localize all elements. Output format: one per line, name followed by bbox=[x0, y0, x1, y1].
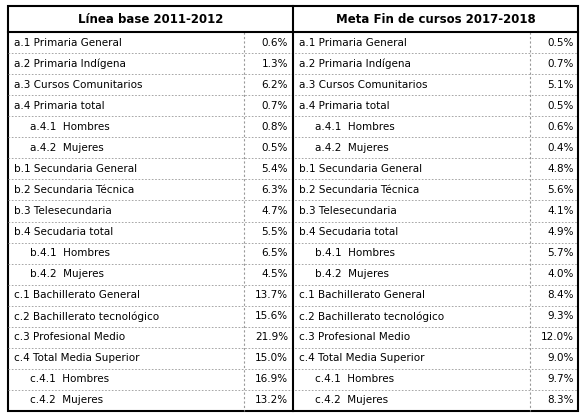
Text: 5.4%: 5.4% bbox=[261, 164, 288, 174]
Text: b.4.1  Hombres: b.4.1 Hombres bbox=[30, 248, 110, 258]
Text: 0.4%: 0.4% bbox=[548, 143, 574, 153]
Text: c.4 Total Media Superior: c.4 Total Media Superior bbox=[299, 353, 424, 363]
Text: a.2 Primaria Indígena: a.2 Primaria Indígena bbox=[14, 58, 126, 69]
Text: 15.6%: 15.6% bbox=[255, 311, 288, 321]
Text: 4.0%: 4.0% bbox=[548, 269, 574, 279]
Text: b.4.1  Hombres: b.4.1 Hombres bbox=[315, 248, 395, 258]
Text: 0.6%: 0.6% bbox=[261, 38, 288, 48]
Text: 0.5%: 0.5% bbox=[548, 38, 574, 48]
Text: a.4 Primaria total: a.4 Primaria total bbox=[14, 100, 105, 111]
Text: 4.8%: 4.8% bbox=[547, 164, 574, 174]
Text: c.4.2  Mujeres: c.4.2 Mujeres bbox=[315, 395, 388, 405]
Text: c.1 Bachillerato General: c.1 Bachillerato General bbox=[14, 290, 140, 300]
Text: 12.0%: 12.0% bbox=[541, 332, 574, 342]
Text: a.4.1  Hombres: a.4.1 Hombres bbox=[315, 122, 395, 132]
Text: a.4.2  Mujeres: a.4.2 Mujeres bbox=[30, 143, 104, 153]
Text: 21.9%: 21.9% bbox=[255, 332, 288, 342]
Text: b.2 Secundaria Técnica: b.2 Secundaria Técnica bbox=[299, 185, 419, 195]
Text: a.1 Primaria General: a.1 Primaria General bbox=[299, 38, 407, 48]
Text: c.2 Bachillerato tecnológico: c.2 Bachillerato tecnológico bbox=[14, 311, 159, 322]
Text: 16.9%: 16.9% bbox=[255, 374, 288, 384]
Text: a.1 Primaria General: a.1 Primaria General bbox=[14, 38, 122, 48]
Text: 8.3%: 8.3% bbox=[547, 395, 574, 405]
Text: 5.6%: 5.6% bbox=[547, 185, 574, 195]
Text: Meta Fin de cursos 2017-2018: Meta Fin de cursos 2017-2018 bbox=[336, 13, 536, 25]
Text: b.4 Secudaria total: b.4 Secudaria total bbox=[14, 227, 113, 237]
Text: a.3 Cursos Comunitarios: a.3 Cursos Comunitarios bbox=[14, 80, 142, 90]
Text: b.4 Secudaria total: b.4 Secudaria total bbox=[299, 227, 398, 237]
Text: 0.6%: 0.6% bbox=[548, 122, 574, 132]
Text: 8.4%: 8.4% bbox=[547, 290, 574, 300]
Text: 5.1%: 5.1% bbox=[547, 80, 574, 90]
Text: b.3 Telesecundaria: b.3 Telesecundaria bbox=[14, 206, 112, 216]
Text: 13.7%: 13.7% bbox=[255, 290, 288, 300]
Text: c.4.1  Hombres: c.4.1 Hombres bbox=[30, 374, 109, 384]
Text: 4.7%: 4.7% bbox=[261, 206, 288, 216]
Text: 5.5%: 5.5% bbox=[261, 227, 288, 237]
Text: 0.5%: 0.5% bbox=[261, 143, 288, 153]
Text: b.2 Secundaria Técnica: b.2 Secundaria Técnica bbox=[14, 185, 134, 195]
Text: 5.7%: 5.7% bbox=[547, 248, 574, 258]
Text: 9.3%: 9.3% bbox=[547, 311, 574, 321]
Text: 1.3%: 1.3% bbox=[261, 58, 288, 68]
Text: a.4.1  Hombres: a.4.1 Hombres bbox=[30, 122, 110, 132]
Text: 0.8%: 0.8% bbox=[261, 122, 288, 132]
Text: 9.0%: 9.0% bbox=[548, 353, 574, 363]
Text: a.4.2  Mujeres: a.4.2 Mujeres bbox=[315, 143, 389, 153]
Text: 4.5%: 4.5% bbox=[261, 269, 288, 279]
Text: 6.5%: 6.5% bbox=[261, 248, 288, 258]
Text: c.4 Total Media Superior: c.4 Total Media Superior bbox=[14, 353, 139, 363]
Text: c.1 Bachillerato General: c.1 Bachillerato General bbox=[299, 290, 425, 300]
Text: 6.2%: 6.2% bbox=[261, 80, 288, 90]
Text: 15.0%: 15.0% bbox=[255, 353, 288, 363]
Text: 0.7%: 0.7% bbox=[261, 100, 288, 111]
Text: 0.5%: 0.5% bbox=[548, 100, 574, 111]
Text: c.2 Bachillerato tecnológico: c.2 Bachillerato tecnológico bbox=[299, 311, 444, 322]
Text: b.4.2  Mujeres: b.4.2 Mujeres bbox=[30, 269, 104, 279]
Text: 6.3%: 6.3% bbox=[261, 185, 288, 195]
Text: a.3 Cursos Comunitarios: a.3 Cursos Comunitarios bbox=[299, 80, 428, 90]
Text: 4.9%: 4.9% bbox=[547, 227, 574, 237]
Text: b.1 Secundaria General: b.1 Secundaria General bbox=[299, 164, 422, 174]
Text: 9.7%: 9.7% bbox=[547, 374, 574, 384]
Text: b.4.2  Mujeres: b.4.2 Mujeres bbox=[315, 269, 389, 279]
Text: c.4.1  Hombres: c.4.1 Hombres bbox=[315, 374, 394, 384]
Text: a.2 Primaria Indígena: a.2 Primaria Indígena bbox=[299, 58, 411, 69]
Text: Línea base 2011-2012: Línea base 2011-2012 bbox=[78, 13, 223, 25]
Text: 13.2%: 13.2% bbox=[255, 395, 288, 405]
Text: c.3 Profesional Medio: c.3 Profesional Medio bbox=[299, 332, 410, 342]
Text: c.4.2  Mujeres: c.4.2 Mujeres bbox=[30, 395, 103, 405]
Text: 4.1%: 4.1% bbox=[547, 206, 574, 216]
Text: c.3 Profesional Medio: c.3 Profesional Medio bbox=[14, 332, 125, 342]
Text: 0.7%: 0.7% bbox=[548, 58, 574, 68]
Text: b.3 Telesecundaria: b.3 Telesecundaria bbox=[299, 206, 397, 216]
Text: b.1 Secundaria General: b.1 Secundaria General bbox=[14, 164, 137, 174]
Text: a.4 Primaria total: a.4 Primaria total bbox=[299, 100, 390, 111]
